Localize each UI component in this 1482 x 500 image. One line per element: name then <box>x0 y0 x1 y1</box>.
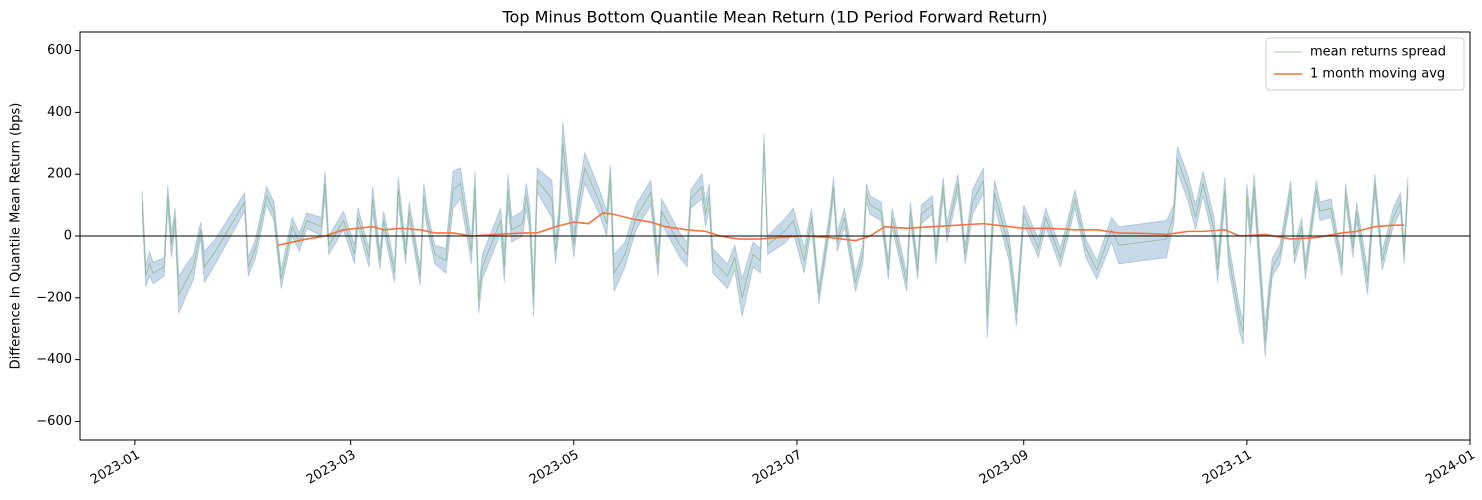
plot-frame <box>79 31 1471 441</box>
y-tick-label: 200 <box>47 167 72 182</box>
x-tick-label: 2023-03 <box>304 448 359 488</box>
y-axis-label: Difference In Quantile Mean Return (bps) <box>9 103 24 370</box>
x-tick-label: 2023-09 <box>977 448 1032 488</box>
x-tick-label: 2023-05 <box>527 448 582 488</box>
plot-area <box>141 121 1409 357</box>
y-tick-label: 600 <box>47 43 72 58</box>
x-tick-label: 2023-11 <box>1200 448 1255 488</box>
legend: mean returns spread 1 month moving avg <box>1265 37 1465 91</box>
legend-label: 1 month moving avg <box>1310 67 1445 82</box>
x-tick-label: 2023-01 <box>88 448 143 488</box>
y-tick-label: 0 <box>64 229 72 244</box>
y-tick-label: −400 <box>36 352 72 367</box>
y-tick-label: 400 <box>47 105 72 120</box>
legend-box <box>1265 37 1465 91</box>
y-tick-label: −200 <box>36 290 72 305</box>
series-line <box>141 143 1409 342</box>
legend-label: mean returns spread <box>1310 45 1446 60</box>
x-tick-label: 2024-01 <box>1423 448 1478 488</box>
y-tick-label: −600 <box>36 414 72 429</box>
chart-title: Top Minus Bottom Quantile Mean Return (1… <box>501 8 1047 27</box>
series-line <box>277 211 1405 247</box>
x-tick-label: 2023-07 <box>750 448 805 488</box>
